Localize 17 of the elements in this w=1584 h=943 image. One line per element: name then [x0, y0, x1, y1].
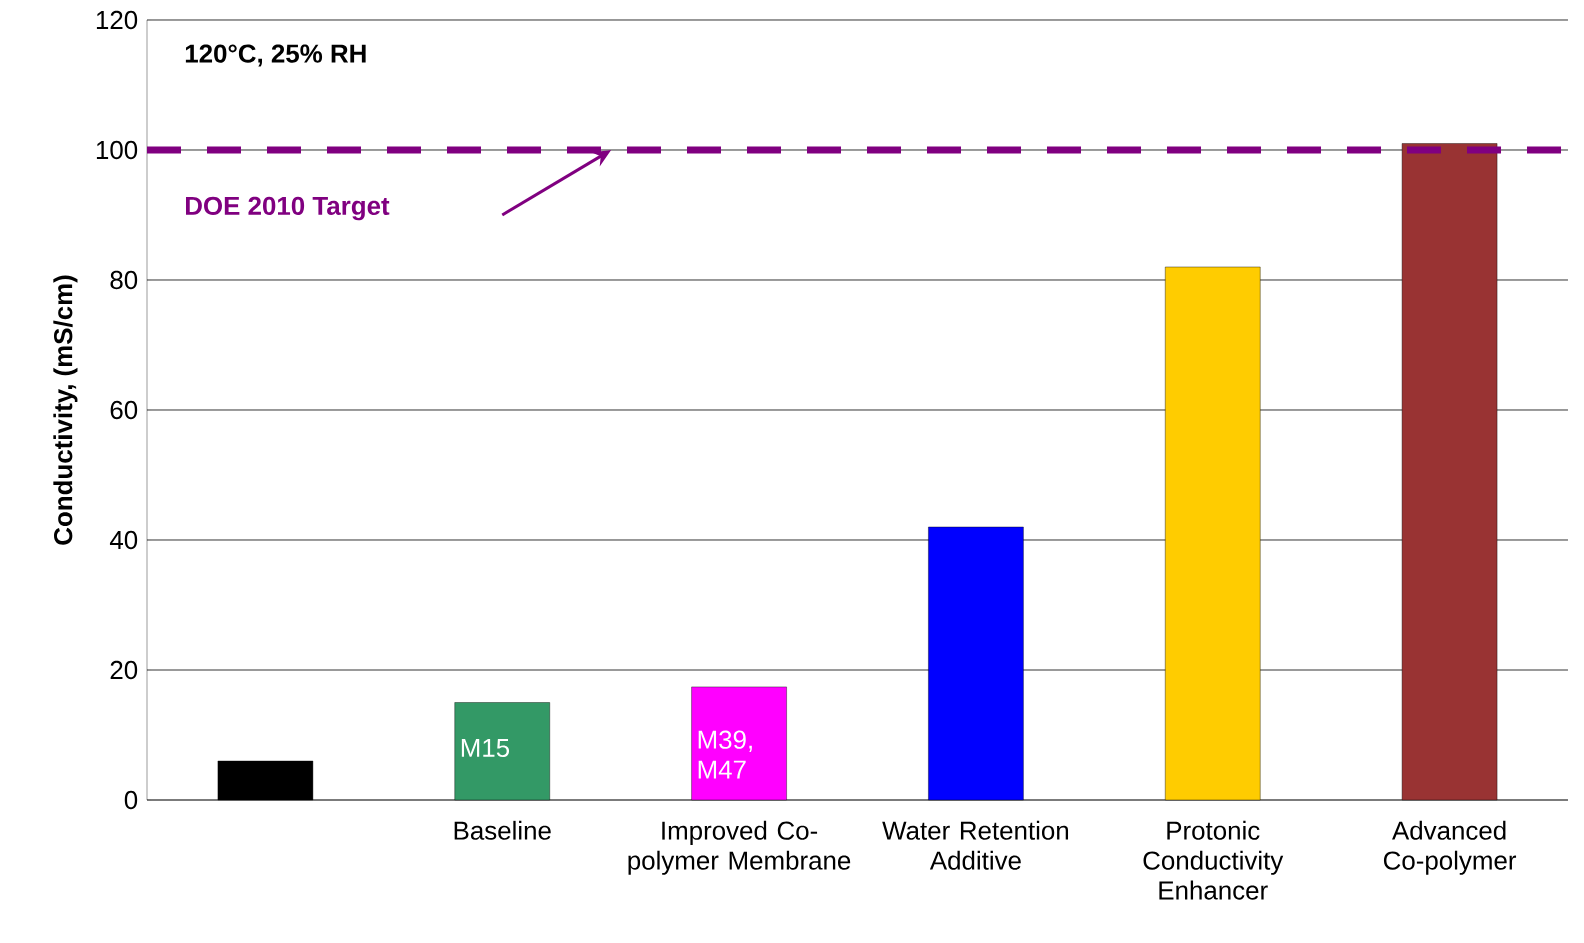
y-tick-label: 20 — [110, 660, 138, 680]
y-tick-label: 80 — [110, 270, 138, 290]
x-tick-label: Baseline — [454, 820, 551, 840]
ref-line-label: DOE 2010 Target — [185, 196, 390, 221]
text: 120°C, 25% RH — [185, 44, 366, 67]
y-tick-label: 60 — [110, 400, 138, 420]
x-tick-label: Protonic Conductivity Enhancer — [1143, 820, 1284, 900]
annotation: M15 — [461, 738, 510, 758]
annotation: M39, M47 — [698, 730, 752, 779]
y-axis-title: Conductivity, (mS/cm) — [53, 275, 78, 545]
x-tick-label: Water Retention Additive — [882, 820, 1069, 870]
x-tick-label: Improved Co-polymer Membrane — [628, 820, 851, 875]
y-tick-label: 120 — [96, 10, 138, 30]
x-tick-label: Advanced Co-polymer — [1383, 820, 1517, 875]
y-tick-label: 0 — [124, 790, 138, 810]
y-tick-label: 100 — [96, 140, 138, 160]
y-tick-label: 40 — [109, 530, 138, 550]
